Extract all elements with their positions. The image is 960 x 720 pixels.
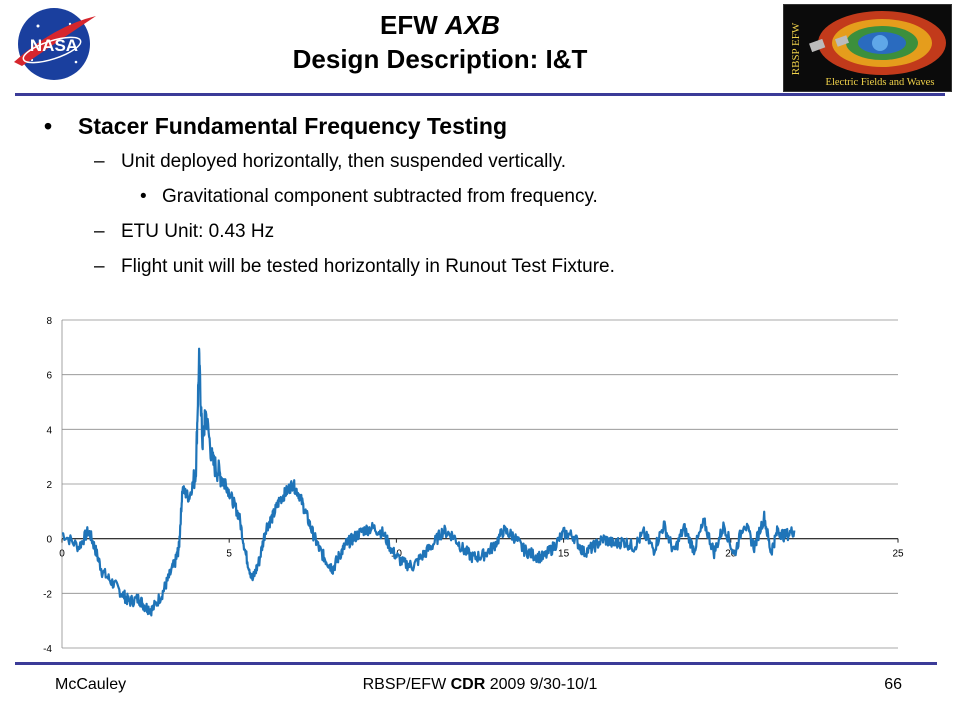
series-line xyxy=(61,347,796,617)
y-axis-tick-labels: -4 -2 0 2 4 6 8 xyxy=(43,316,52,655)
y-tick-label: 2 xyxy=(46,480,52,491)
bullet-dash: – xyxy=(94,256,105,277)
footer-divider xyxy=(15,662,937,665)
bullet-text: Flight unit will be tested horizontally … xyxy=(121,256,615,277)
x-tick-label: 15 xyxy=(558,549,570,560)
mission-logo-caption: Electric Fields and Waves xyxy=(826,77,935,88)
x-tick-label: 0 xyxy=(59,549,65,560)
bullet-text: Stacer Fundamental Frequency Testing xyxy=(78,113,508,139)
bullet-dot: • xyxy=(140,186,147,207)
bullet-unit-deployed: – Unit deployed horizontally, then suspen… xyxy=(94,151,566,173)
bullet-dash: – xyxy=(94,221,105,242)
bullet-flight-unit: – Flight unit will be tested horizontally… xyxy=(94,256,615,278)
x-tick-label: 25 xyxy=(892,549,904,560)
y-tick-label: 4 xyxy=(46,425,52,436)
footer-event: RBSP/EFW CDR 2009 9/30-10/1 xyxy=(0,676,960,694)
page-number: 66 xyxy=(884,676,902,693)
bullet-stacer-testing: • Stacer Fundamental Frequency Testing xyxy=(44,113,507,140)
y-tick-label: 6 xyxy=(46,371,52,382)
bullet-dot: • xyxy=(44,113,53,139)
y-tick-label: -2 xyxy=(43,589,52,600)
bullet-text: Gravitational component subtracted from … xyxy=(162,186,598,207)
bullet-etu-unit: – ETU Unit: 0.43 Hz xyxy=(94,221,274,243)
footer-event-cdr: CDR xyxy=(450,676,486,693)
title-line-1: EFW AXB xyxy=(110,8,770,42)
y-tick-label: 8 xyxy=(46,316,52,327)
footer-event-part1: RBSP/EFW xyxy=(362,676,451,693)
title-line-2: Design Description: I&T xyxy=(292,44,588,74)
y-tick-label: -4 xyxy=(43,644,52,655)
x-tick-label: 5 xyxy=(226,549,232,560)
bullet-gravitational: • Gravitational component subtracted from… xyxy=(140,186,598,208)
rbsp-efw-logo: RBSP EFW Electric Fields and Waves xyxy=(783,4,952,92)
slide-title: EFW AXB Design Description: I&T xyxy=(110,8,770,76)
header-divider xyxy=(15,93,945,96)
footer-event-part3: 2009 9/30-10/1 xyxy=(485,676,598,693)
chart-gridlines xyxy=(61,319,898,649)
title-efw: EFW xyxy=(380,10,446,40)
y-tick-label: 0 xyxy=(46,535,52,546)
bullet-dash: – xyxy=(94,151,105,172)
bullet-text: ETU Unit: 0.43 Hz xyxy=(121,221,275,242)
title-axb: AXB xyxy=(445,10,500,40)
x-tick-label: 20 xyxy=(725,549,737,560)
nasa-logo-vector xyxy=(14,16,96,66)
footer-author: McCauley xyxy=(55,676,127,693)
nasa-logo-text: NASA xyxy=(30,36,78,55)
nasa-logo: NASA xyxy=(8,4,100,84)
mission-logo-vertical-text: RBSP EFW xyxy=(790,22,802,75)
bullet-text: Unit deployed horizontally, then suspend… xyxy=(121,151,566,172)
series-layer xyxy=(61,347,796,617)
